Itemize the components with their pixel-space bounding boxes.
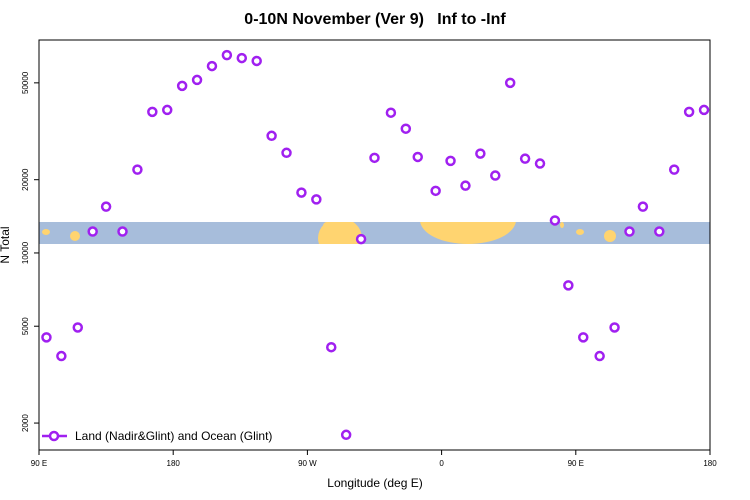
y-tick-label: 50000 xyxy=(21,71,30,94)
legend-marker xyxy=(48,430,60,442)
x-tick-label: 90 E xyxy=(31,459,47,468)
x-tick-label: 0 xyxy=(439,459,444,468)
point xyxy=(56,350,67,362)
point xyxy=(355,233,367,245)
y-tick-label: 10000 xyxy=(21,241,30,264)
point xyxy=(41,332,52,343)
point xyxy=(281,147,292,159)
point xyxy=(490,170,501,181)
x-tick-label: 180 xyxy=(167,459,181,468)
point xyxy=(221,49,233,61)
point xyxy=(683,106,695,118)
point xyxy=(236,52,248,64)
point xyxy=(698,104,710,116)
point xyxy=(430,185,441,197)
point xyxy=(475,148,486,159)
point xyxy=(326,341,337,353)
point xyxy=(311,194,322,205)
point xyxy=(637,201,649,212)
chart-title: 0-10N November (Ver 9) Inf to -Inf xyxy=(244,11,506,28)
point xyxy=(296,187,307,198)
point xyxy=(400,123,412,134)
point xyxy=(624,226,635,237)
x-tick-label: 90 W xyxy=(298,459,317,468)
point xyxy=(609,322,620,333)
x-axis-label: Longitude (deg E) xyxy=(327,476,422,490)
point xyxy=(147,106,158,118)
y-tick-label: 5000 xyxy=(21,317,30,335)
point xyxy=(161,104,173,116)
point xyxy=(412,151,423,163)
point xyxy=(578,332,589,343)
point xyxy=(266,130,277,142)
point xyxy=(251,55,262,67)
map-strip xyxy=(39,222,710,244)
point xyxy=(534,158,546,169)
legend-label: Land (Nadir&Glint) and Ocean (Glint) xyxy=(75,429,272,443)
y-tick-label: 20000 xyxy=(21,168,30,191)
point xyxy=(369,152,380,164)
point xyxy=(385,107,397,118)
point xyxy=(654,226,665,237)
y-tick-label: 2000 xyxy=(21,414,30,432)
y-axis-label: N Total xyxy=(0,226,12,263)
point xyxy=(340,429,352,441)
point xyxy=(445,155,456,167)
point xyxy=(594,350,605,362)
point xyxy=(132,164,143,175)
plot-frame xyxy=(38,39,711,451)
x-tick-label: 180 xyxy=(703,459,717,468)
point xyxy=(519,153,531,164)
point xyxy=(460,180,471,191)
point xyxy=(563,280,574,291)
legend: Land (Nadir&Glint) and Ocean (Glint) xyxy=(42,429,272,443)
point xyxy=(176,80,188,92)
point xyxy=(549,215,561,226)
point xyxy=(668,164,680,175)
point xyxy=(191,74,203,86)
x-tick-label: 90 E xyxy=(568,459,584,468)
point xyxy=(504,77,516,89)
point xyxy=(72,322,84,333)
point xyxy=(100,201,112,212)
point xyxy=(206,60,218,72)
point xyxy=(117,226,128,237)
point xyxy=(87,226,98,237)
